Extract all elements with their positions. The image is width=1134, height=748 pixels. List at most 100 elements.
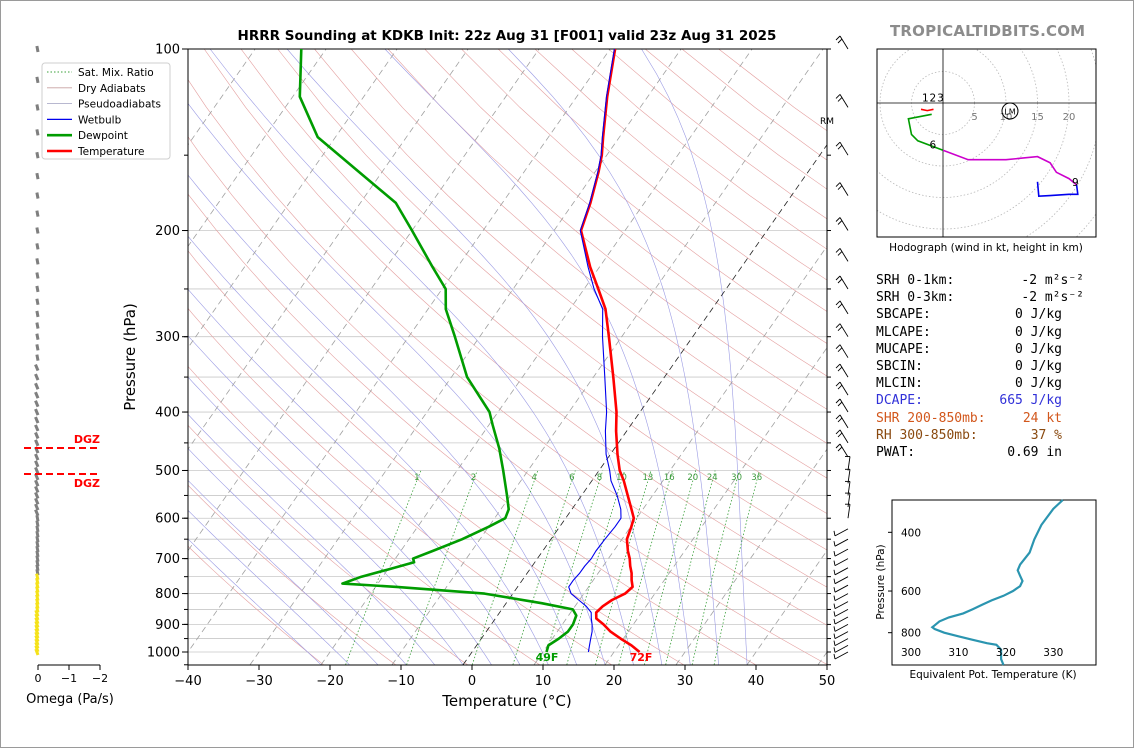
dgz-bottom-label: DGZ — [74, 477, 100, 490]
mixing-ratio-line — [618, 470, 673, 665]
wind-barb — [835, 443, 849, 458]
pseudoadiabat — [188, 102, 606, 665]
omega-tick-label: −1 — [61, 672, 77, 685]
y-tick-label: 700 — [155, 552, 180, 567]
mixing-ratio-label: 20 — [687, 473, 698, 483]
surface-dewpoint-label: 49F — [536, 651, 559, 664]
omega-bar — [34, 400, 40, 408]
omega-bar — [34, 382, 40, 390]
omega-bar — [34, 485, 40, 493]
theta-e-x-tick-label: 320 — [996, 647, 1016, 659]
mixing-ratio-line — [644, 470, 697, 665]
stat-label: SHR 200-850mb: — [876, 410, 986, 426]
omega-tick-label: 0 — [35, 672, 42, 685]
omega-bar — [35, 172, 40, 180]
stat-label: SRH 0-3km: — [876, 290, 955, 306]
x-tick-label: −30 — [245, 674, 272, 689]
wind-barb — [833, 645, 849, 653]
hodograph-segment — [942, 149, 1078, 186]
pseudoadiabat — [188, 288, 521, 665]
hodograph-trace — [907, 108, 1079, 198]
stat-value: 0 J/kg — [1015, 358, 1062, 374]
omega-bar — [35, 104, 40, 111]
wind-barb — [833, 601, 849, 609]
stat-label: MLCAPE: — [876, 324, 931, 340]
theta-e-y-tick-label: 400 — [901, 527, 921, 539]
omega-bar — [35, 151, 40, 159]
wind-barb — [845, 492, 851, 508]
stat-value: 0 J/kg — [1015, 376, 1062, 392]
omega-bar — [35, 129, 40, 136]
stat-value: -2 m²s⁻² — [1021, 290, 1084, 306]
left-mover-marker — [1001, 102, 1019, 120]
y-tick-label: 400 — [155, 406, 180, 421]
omega-tick-label: −2 — [92, 672, 108, 685]
omega-bar — [35, 520, 40, 527]
pseudoadiabat — [188, 335, 492, 665]
dgz-top-label: DGZ — [74, 433, 100, 446]
dry-adiabat — [188, 250, 684, 665]
isotherm-line — [188, 49, 469, 450]
isotherm-line — [533, 245, 827, 665]
hodograph-segment — [907, 113, 944, 152]
stat-label: PWAT: — [876, 444, 916, 460]
mixing-ratio-label: 1 — [414, 473, 419, 483]
omega-bar — [34, 497, 40, 505]
legend: Sat. Mix. Ratio Dry Adiabats Pseudoadiabat… — [41, 62, 171, 160]
hodograph-ring-label: 5 — [971, 112, 977, 123]
dry-adiabat — [461, 49, 827, 344]
mixing-ratio-label: 16 — [664, 473, 675, 483]
hodograph-ring-label: 20 — [1063, 112, 1076, 123]
wind-barb — [833, 616, 849, 625]
y-tick-label: 1000 — [147, 646, 180, 661]
stat-value: 0.69 in — [1007, 444, 1062, 460]
omega-bar — [35, 192, 40, 199]
wind-barb — [835, 429, 849, 444]
legend-entry: Dry Adiabats — [78, 83, 146, 95]
hodograph-segment — [920, 108, 934, 112]
stat-row: SBCIN: 0 J/kg — [876, 358, 1076, 375]
omega-bar — [34, 391, 40, 399]
wind-barb — [833, 548, 849, 557]
dry-adiabat — [424, 49, 827, 377]
theta-e-y-tick-label: 800 — [901, 628, 921, 640]
mixing-ratio-line — [471, 470, 539, 665]
wind-barb — [835, 217, 849, 231]
left-mover-label: LM — [1004, 108, 1015, 117]
omega-bar — [35, 354, 40, 361]
stat-row: MLCIN: 0 J/kg — [876, 375, 1076, 392]
stat-row: SHR 200-850mb: 24 kt — [876, 410, 1076, 427]
dry-adiabat — [188, 136, 827, 665]
y-tick-label: 600 — [155, 512, 180, 527]
isotherm-line — [462, 144, 827, 665]
mixing-ratio-label: 2 — [471, 473, 476, 483]
mixing-ratio-line — [512, 470, 576, 665]
pseudoadiabat — [641, 49, 748, 665]
isotherm-line — [746, 549, 827, 665]
dry-adiabat — [188, 193, 756, 665]
pseudoadiabat — [188, 174, 577, 665]
surface-temperature-label: 72F — [630, 651, 653, 664]
stat-value: 0 J/kg — [1015, 341, 1062, 357]
x-tick-label: −20 — [316, 674, 343, 689]
wind-barb — [835, 182, 849, 196]
theta-e-ticks: 300 310 320 330 400 600 800 — [888, 527, 1063, 659]
omega-bar — [34, 416, 40, 424]
dry-adiabat — [188, 424, 468, 665]
stat-row: MUCAPE: 0 J/kg — [876, 341, 1076, 358]
background-lines — [188, 49, 827, 665]
stat-value: 0 J/kg — [1015, 324, 1062, 340]
series-temperature — [579, 49, 641, 654]
pseudoadiabat — [188, 376, 464, 665]
omega-bar — [34, 503, 40, 511]
pseudoadiabat — [209, 49, 634, 665]
mixing-ratio-line — [566, 470, 626, 665]
omega-bar — [34, 479, 40, 487]
wind-barb — [845, 456, 851, 471]
dry-adiabat — [203, 49, 827, 588]
mixing-ratio-label: 36 — [751, 473, 762, 483]
wind-barb — [833, 567, 849, 576]
stat-value: 0 J/kg — [1015, 307, 1062, 323]
wind-barb — [833, 576, 849, 585]
pseudoadiabat — [188, 235, 549, 665]
